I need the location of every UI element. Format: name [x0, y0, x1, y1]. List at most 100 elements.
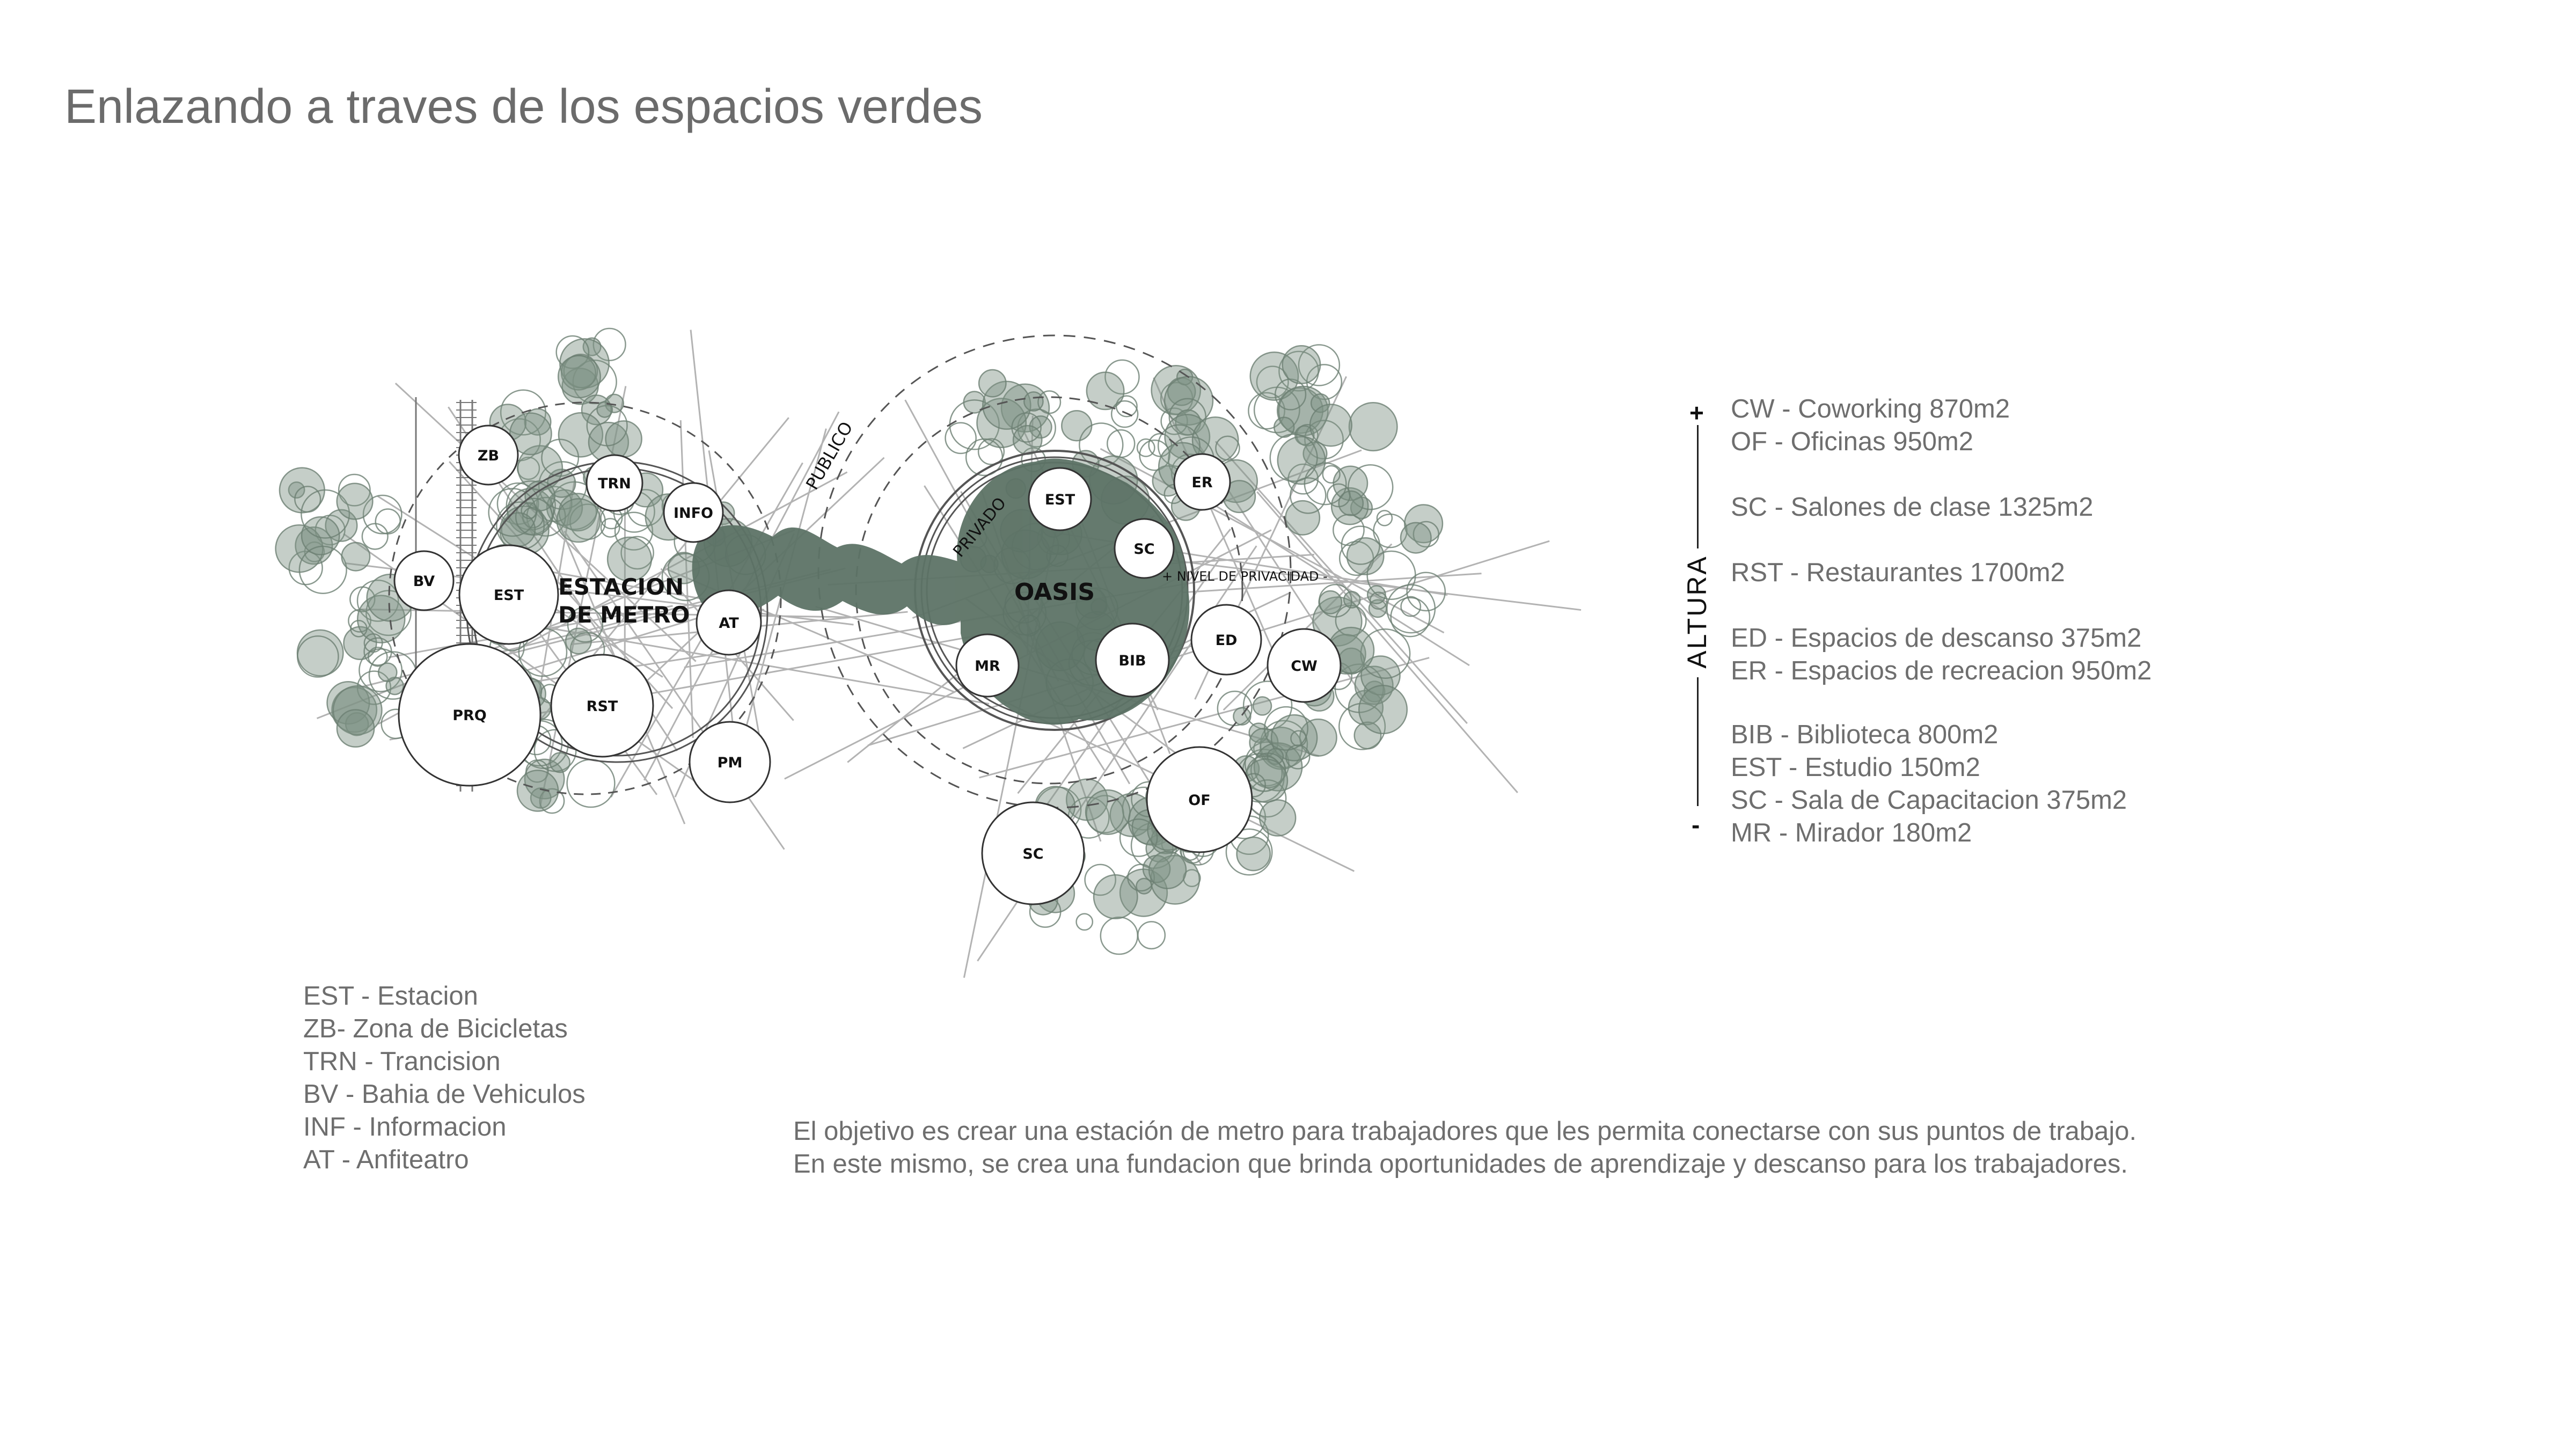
tree-canopy	[1327, 483, 1351, 508]
legend-right-item: SC - Sala de Capacitacion 375m2	[1731, 786, 2127, 815]
connection-line	[1256, 491, 1518, 794]
legend-right-spacer	[1731, 458, 2151, 491]
tree-canopy	[1322, 465, 1341, 484]
tree-canopy	[1290, 730, 1307, 747]
tree-canopy	[341, 541, 371, 572]
legend-right-item: ER - Espacios de recreacion 950m2	[1731, 656, 2152, 685]
connection-line	[1182, 573, 1482, 594]
tree-canopy	[363, 633, 383, 653]
tree-canopy	[541, 438, 580, 477]
legend-right-spacer	[1731, 524, 2151, 557]
tree-canopy	[572, 359, 617, 405]
tree-canopy	[1148, 851, 1187, 889]
connection-line	[484, 616, 990, 705]
space-node-sc: SC	[981, 801, 1085, 905]
privacy-level-label: + NIVEL DE PRIVACIDAD -	[1162, 569, 1328, 584]
tree-canopy	[1183, 869, 1201, 888]
space-node-circle	[1114, 518, 1175, 579]
tree-canopy	[336, 482, 374, 520]
tree-canopy	[298, 545, 347, 594]
space-node-pm: PM	[689, 721, 771, 803]
tree-canopy	[1353, 721, 1382, 750]
tree-canopy	[1093, 874, 1138, 919]
tree-canopy	[1277, 436, 1326, 485]
tree-canopy	[586, 405, 628, 447]
space-node-circle	[586, 454, 643, 512]
tree-canopy	[1248, 392, 1285, 430]
tree-canopy	[500, 389, 546, 436]
space-node-circle	[1095, 623, 1170, 698]
tree-canopy	[1269, 433, 1318, 482]
tree-canopy	[1168, 398, 1206, 436]
tree-canopy	[1246, 755, 1283, 792]
tree-canopy	[1256, 365, 1289, 399]
legend-right-item: RST - Restaurantes 1700m2	[1731, 558, 2065, 587]
tree-canopy	[294, 486, 321, 513]
tree-canopy	[356, 670, 392, 705]
space-node-label: ER	[1191, 474, 1212, 491]
tree-canopy	[314, 515, 346, 546]
tree-canopy	[1110, 400, 1139, 428]
space-node-circle	[1190, 604, 1262, 676]
station-label-line1: ESTACION	[558, 574, 684, 600]
tree-canopy	[1346, 537, 1385, 575]
tree-canopy	[288, 481, 305, 499]
tree-canopy	[569, 503, 606, 540]
tree-canopy	[1252, 696, 1272, 716]
space-node-ed: ED	[1190, 604, 1262, 676]
tree-canopy	[977, 438, 1005, 465]
space-node-label: TRN	[598, 475, 631, 492]
space-node-label: OF	[1188, 792, 1210, 809]
tree-canopy	[1104, 359, 1140, 395]
tree-canopy	[1139, 440, 1170, 471]
legend-right-item: BIB - Biblioteca 800m2	[1731, 720, 1999, 749]
legend-right-spacer	[1731, 687, 2151, 719]
space-node-label: PM	[718, 755, 743, 771]
tree-canopy	[356, 580, 399, 622]
tree-canopy	[1258, 799, 1297, 837]
tree-canopy	[1310, 393, 1330, 413]
legend-left-item: BV - Bahia de Vehiculos	[303, 1080, 586, 1109]
tree-canopy	[1390, 597, 1431, 638]
tree-canopy	[336, 709, 375, 748]
tree-canopy	[539, 788, 565, 814]
tree-canopy	[1119, 818, 1158, 857]
space-node-circle	[955, 633, 1020, 698]
tree-canopy	[1160, 407, 1188, 435]
tree-canopy	[1274, 378, 1307, 411]
space-node-label: SC	[1133, 541, 1154, 558]
tree-canopy	[368, 646, 388, 667]
tree-canopy	[945, 422, 977, 455]
space-node-label: EST	[494, 587, 524, 604]
tree-canopy	[288, 551, 323, 586]
tree-canopy	[1079, 422, 1124, 467]
tree-canopy	[1341, 525, 1380, 565]
altura-label: ALTURA	[1682, 555, 1712, 669]
tree-canopy	[1298, 344, 1341, 386]
space-node-label: PRQ	[452, 707, 487, 724]
tree-canopy	[558, 412, 604, 458]
space-node-label: INFO	[674, 505, 713, 522]
tree-canopy	[1273, 416, 1295, 438]
tree-canopy	[600, 517, 620, 538]
tree-canopy	[1360, 628, 1411, 679]
space-node-label: CW	[1291, 658, 1318, 675]
tree-canopy	[1400, 522, 1432, 554]
altura-minus: -	[1692, 811, 1700, 839]
space-node-circle	[458, 425, 519, 486]
tree-canopy	[1100, 916, 1139, 955]
tree-canopy	[1037, 390, 1062, 414]
tree-canopy	[1406, 572, 1446, 612]
tree-canopy	[1249, 351, 1299, 401]
tree-canopy	[1127, 863, 1155, 892]
tree-canopy	[1366, 550, 1416, 600]
tree-canopy	[604, 393, 625, 413]
tree-canopy	[596, 401, 613, 418]
space-node-bib: BIB	[1095, 623, 1170, 698]
legend-right-item: EST - Estudio 150m2	[1731, 753, 1980, 782]
space-node-circle	[663, 482, 724, 543]
tree-canopy	[1215, 435, 1240, 461]
tree-canopy	[377, 662, 398, 683]
space-node-bv: BV	[393, 550, 455, 611]
